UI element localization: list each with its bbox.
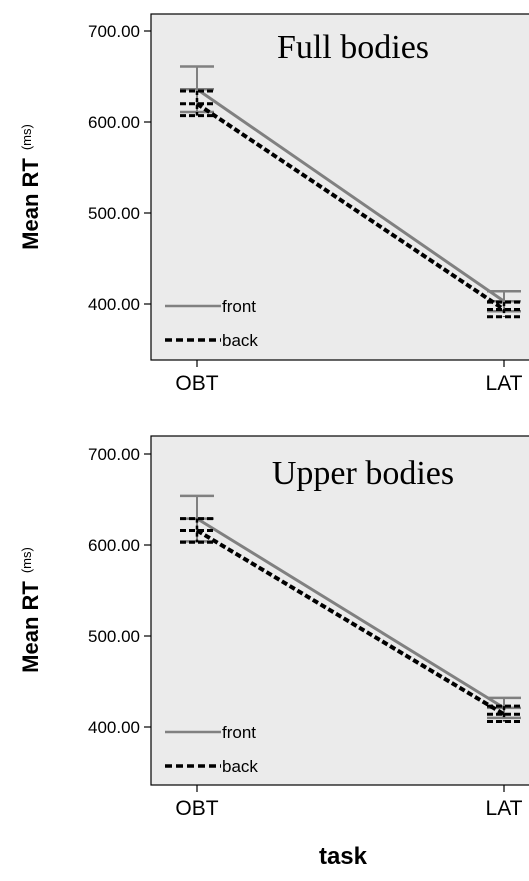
series-group: [180, 494, 521, 724]
x-axis: OBT LAT: [175, 785, 523, 820]
x-tick-label: LAT: [486, 372, 523, 395]
x-tick-label: LAT: [486, 797, 523, 820]
y-tick-label: 400.00: [88, 295, 140, 314]
svg-text:Mean RT (ms): Mean RT (ms): [18, 124, 43, 250]
legend-label-front: front: [222, 723, 256, 742]
y-tick-label: 600.00: [88, 113, 140, 132]
y-tick-label: 500.00: [88, 627, 140, 646]
series-group: [180, 65, 521, 319]
x-axis-title: task: [319, 843, 368, 870]
legend: front back: [165, 297, 258, 350]
y-tick-label: 700.00: [88, 22, 140, 41]
legend-label-front: front: [222, 297, 256, 316]
plot-area: [150, 435, 529, 786]
x-tick-label: OBT: [175, 797, 218, 820]
y-axis-unit: (ms): [19, 124, 34, 150]
y-tick-label: 600.00: [88, 536, 140, 555]
series-line-back: [195, 528, 506, 716]
y-axis: 700.00 600.00 500.00 400.00: [88, 445, 151, 737]
svg-text:Mean RT (ms): Mean RT (ms): [18, 547, 43, 673]
y-tick-label: 500.00: [88, 204, 140, 223]
chart-panel-full-bodies: Full bodies Mean RT (ms) 700.00 600.00 500…: [18, 13, 529, 395]
x-tick-label: OBT: [175, 372, 218, 395]
y-axis-label: Mean RT (ms): [18, 124, 43, 250]
legend-label-back: back: [222, 331, 258, 350]
legend-label-back: back: [222, 757, 258, 776]
y-tick-label: 700.00: [88, 445, 140, 464]
chart-title: Upper bodies: [272, 455, 454, 492]
y-axis: 700.00 600.00 500.00 400.00: [88, 22, 151, 314]
series-line-front: [196, 88, 505, 303]
y-tick-label: 400.00: [88, 718, 140, 737]
legend: front back: [165, 723, 258, 776]
y-axis-unit: (ms): [19, 547, 34, 573]
series-line-front: [196, 517, 505, 710]
chart-title: Full bodies: [277, 29, 429, 66]
x-axis: OBT LAT: [175, 360, 523, 395]
chart-panel-upper-bodies: Upper bodies Mean RT (ms) 700.00 600.00 50…: [18, 435, 529, 820]
y-axis-title: Mean RT: [18, 581, 43, 673]
y-axis-label: Mean RT (ms): [18, 547, 43, 673]
series-line-back: [195, 102, 506, 312]
y-axis-title: Mean RT: [18, 158, 43, 250]
